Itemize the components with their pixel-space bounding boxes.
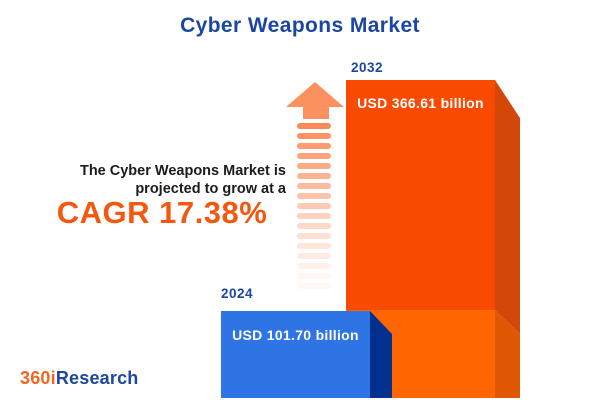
logo-part-360i: 360i — [20, 368, 56, 388]
cagr-value: CAGR 17.38% — [56, 195, 268, 230]
annotation-line1: The Cyber Weapons Market is — [79, 163, 286, 179]
bar-2032-top-side — [495, 80, 520, 334]
bar-2032-value-label: USD 366.61 billion — [357, 95, 484, 111]
arrow-stripe — [297, 203, 331, 209]
arrow-stripe — [297, 153, 331, 159]
growth-arrow-head-icon — [286, 82, 344, 119]
arrow-stripe — [297, 143, 331, 149]
arrow-stripe — [297, 183, 331, 189]
bar-2024-value-label: USD 101.70 billion — [232, 327, 359, 343]
arrow-stripe — [297, 283, 331, 289]
growth-arrow-stripes — [297, 123, 331, 289]
arrow-stripe — [297, 133, 331, 139]
arrow-stripe — [297, 253, 331, 259]
page-title: Cyber Weapons Market — [180, 14, 420, 37]
arrow-stripe — [297, 173, 331, 179]
arrow-stripe — [297, 123, 331, 129]
arrow-stripe — [297, 243, 331, 249]
bar-2032-bottom-side — [495, 310, 520, 398]
arrow-stripe — [297, 263, 331, 269]
arrow-stripe — [297, 163, 331, 169]
arrow-stripe — [297, 213, 331, 219]
annotation-line2: projected to grow at a — [135, 181, 286, 197]
bar-2032-top-face — [346, 80, 495, 310]
bar-2024-face — [221, 311, 370, 398]
arrow-stripe — [297, 193, 331, 199]
bar-2024-side — [370, 311, 392, 398]
bar-2024-year-label: 2024 — [221, 286, 254, 301]
growth-annotation: The Cyber Weapons Market is projected to… — [38, 162, 286, 198]
brand-logo: 360iResearch — [20, 368, 139, 389]
logo-part-research: Research — [55, 368, 139, 388]
arrow-stripe — [297, 273, 331, 279]
bar-2032-year-label: 2032 — [351, 60, 384, 75]
arrow-stripe — [297, 223, 331, 229]
arrow-stripe — [297, 233, 331, 239]
